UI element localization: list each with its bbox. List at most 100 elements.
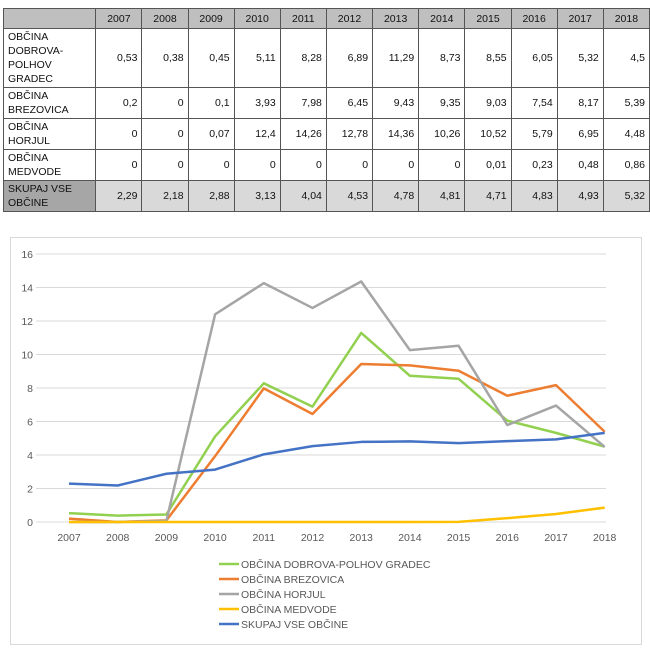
value-cell: 2,88 <box>187 180 235 212</box>
value-cell: 9,03 <box>464 87 512 119</box>
value-cell: 8,17 <box>556 87 604 119</box>
y-tick-label: 2 <box>27 484 33 496</box>
series-line <box>69 280 606 524</box>
value-cell: 6,89 <box>325 28 374 88</box>
year-header: 2018 <box>602 8 650 29</box>
value-cell: 4,81 <box>418 180 466 212</box>
value-cell: 7,98 <box>279 87 327 119</box>
value-cell: 10,52 <box>464 118 512 150</box>
legend-label: OBČINA HORJUL <box>241 588 326 601</box>
value-cell: 0,86 <box>602 149 650 181</box>
row-label: OBČINA HORJUL <box>2 118 97 150</box>
x-tick-label: 2012 <box>301 532 325 544</box>
value-cell: 5,32 <box>556 28 604 88</box>
value-cell: 4,78 <box>372 180 420 212</box>
value-cell: 14,26 <box>279 118 327 150</box>
row-label: OBČINA DOBROVA- POLHOV GRADEC <box>2 28 97 88</box>
value-cell: 6,45 <box>325 87 374 119</box>
y-tick-label: 6 <box>27 417 33 429</box>
value-cell: 4,93 <box>556 180 604 212</box>
x-tick-label: 2008 <box>106 532 130 544</box>
year-header: 2016 <box>510 8 558 29</box>
value-cell: 0 <box>279 149 327 181</box>
corner-cell <box>2 8 97 29</box>
value-cell: 4,5 <box>602 28 650 88</box>
value-cell: 11,29 <box>372 28 420 88</box>
value-cell: 0 <box>325 149 374 181</box>
year-header: 2010 <box>233 8 281 29</box>
table-row: OBČINA MEDVODE 0 0 0 0 0 0 0 0 0,01 0,23 0,48 0,86 <box>2 149 650 181</box>
series-line <box>68 431 605 487</box>
value-cell: 9,43 <box>372 87 420 119</box>
value-cell: 4,48 <box>602 118 650 150</box>
row-label: OBČINA BREZOVICA <box>2 87 97 119</box>
value-cell: 0 <box>141 118 189 150</box>
value-cell: 0 <box>141 87 189 119</box>
line-chart: 0 2 4 6 8 10 12 14 16 2007 2008 2009 2010 2011 2012 201… <box>10 237 642 645</box>
value-cell: 2,29 <box>95 180 143 212</box>
value-cell: 0,45 <box>187 28 235 88</box>
value-cell: 0,53 <box>95 28 143 88</box>
value-cell: 0 <box>418 149 466 181</box>
chart-svg: 0 2 4 6 8 10 12 14 16 2007 2008 2009 2010 2011 2012 201… <box>21 249 616 631</box>
value-cell: 0,1 <box>187 87 235 119</box>
value-cell: 3,93 <box>233 87 281 119</box>
x-tick-label: 2007 <box>57 532 81 544</box>
value-cell: 4,53 <box>325 180 374 212</box>
year-header: 2007 <box>95 8 143 29</box>
y-tick-label: 8 <box>27 383 33 395</box>
legend-label: OBČINA MEDVODE <box>241 603 337 616</box>
y-tick-label: 0 <box>27 517 33 529</box>
legend-label: OBČINA BREZOVICA <box>241 573 344 586</box>
value-cell: 12,4 <box>233 118 281 150</box>
x-tick-label: 2011 <box>253 532 276 544</box>
year-header: 2015 <box>464 8 512 29</box>
year-header: 2011 <box>279 8 327 29</box>
x-tick-label: 2013 <box>350 532 374 544</box>
year-header: 2014 <box>418 8 466 29</box>
year-header: 2009 <box>187 8 235 29</box>
value-cell: 0 <box>95 149 143 181</box>
value-cell: 6,95 <box>556 118 604 150</box>
y-tick-label: 4 <box>27 450 33 462</box>
row-label: OBČINA MEDVODE <box>2 149 97 181</box>
x-tick-label: 2015 <box>447 532 471 544</box>
value-cell: 6,05 <box>510 28 558 88</box>
value-cell: 8,73 <box>418 28 466 88</box>
value-cell: 0,01 <box>464 149 512 181</box>
year-header: 2012 <box>325 8 374 29</box>
value-cell: 14,36 <box>372 118 420 150</box>
value-cell: 8,28 <box>279 28 327 88</box>
x-tick-label: 2014 <box>398 532 422 544</box>
value-cell: 7,54 <box>510 87 558 119</box>
x-tick-label: 2016 <box>496 532 520 544</box>
legend-label: OBČINA DOBROVA-POLHOV GRADEC <box>241 558 431 571</box>
year-header: 2013 <box>372 8 420 29</box>
value-cell: 4,71 <box>464 180 512 212</box>
value-cell: 5,39 <box>602 87 650 119</box>
x-tick-label: 2010 <box>203 532 227 544</box>
table-header-row: 2007 2008 2009 2010 2011 2012 2013 2014 2015 2016… <box>2 8 650 29</box>
value-cell: 0,48 <box>556 149 604 181</box>
value-cell: 2,18 <box>141 180 189 212</box>
y-tick-label: 14 <box>21 283 33 295</box>
value-cell: 0 <box>187 149 235 181</box>
value-cell: 12,78 <box>325 118 374 150</box>
table-row: OBČINA HORJUL 0 0 0,07 12,4 14,26 12,78 14,36 10,… <box>2 118 650 150</box>
value-cell: 0,23 <box>510 149 558 181</box>
value-cell: 0 <box>233 149 281 181</box>
value-cell: 0,38 <box>141 28 189 88</box>
legend-label: SKUPAJ VSE OBČINE <box>241 618 348 631</box>
table-row: OBČINA BREZOVICA 0,2 0 0,1 3,93 7,98 6,45 9,43 9,… <box>2 87 650 119</box>
value-cell: 0 <box>141 149 189 181</box>
x-tick-label: 2009 <box>155 532 179 544</box>
y-tick-label: 12 <box>21 316 33 328</box>
value-cell: 8,55 <box>464 28 512 88</box>
value-cell: 3,13 <box>233 180 281 212</box>
value-cell: 0 <box>95 118 143 150</box>
value-cell: 4,83 <box>510 180 558 212</box>
x-tick-label: 2017 <box>544 532 568 544</box>
value-cell: 4,04 <box>279 180 327 212</box>
value-cell: 5,32 <box>602 180 650 212</box>
y-tick-label: 10 <box>21 350 33 362</box>
